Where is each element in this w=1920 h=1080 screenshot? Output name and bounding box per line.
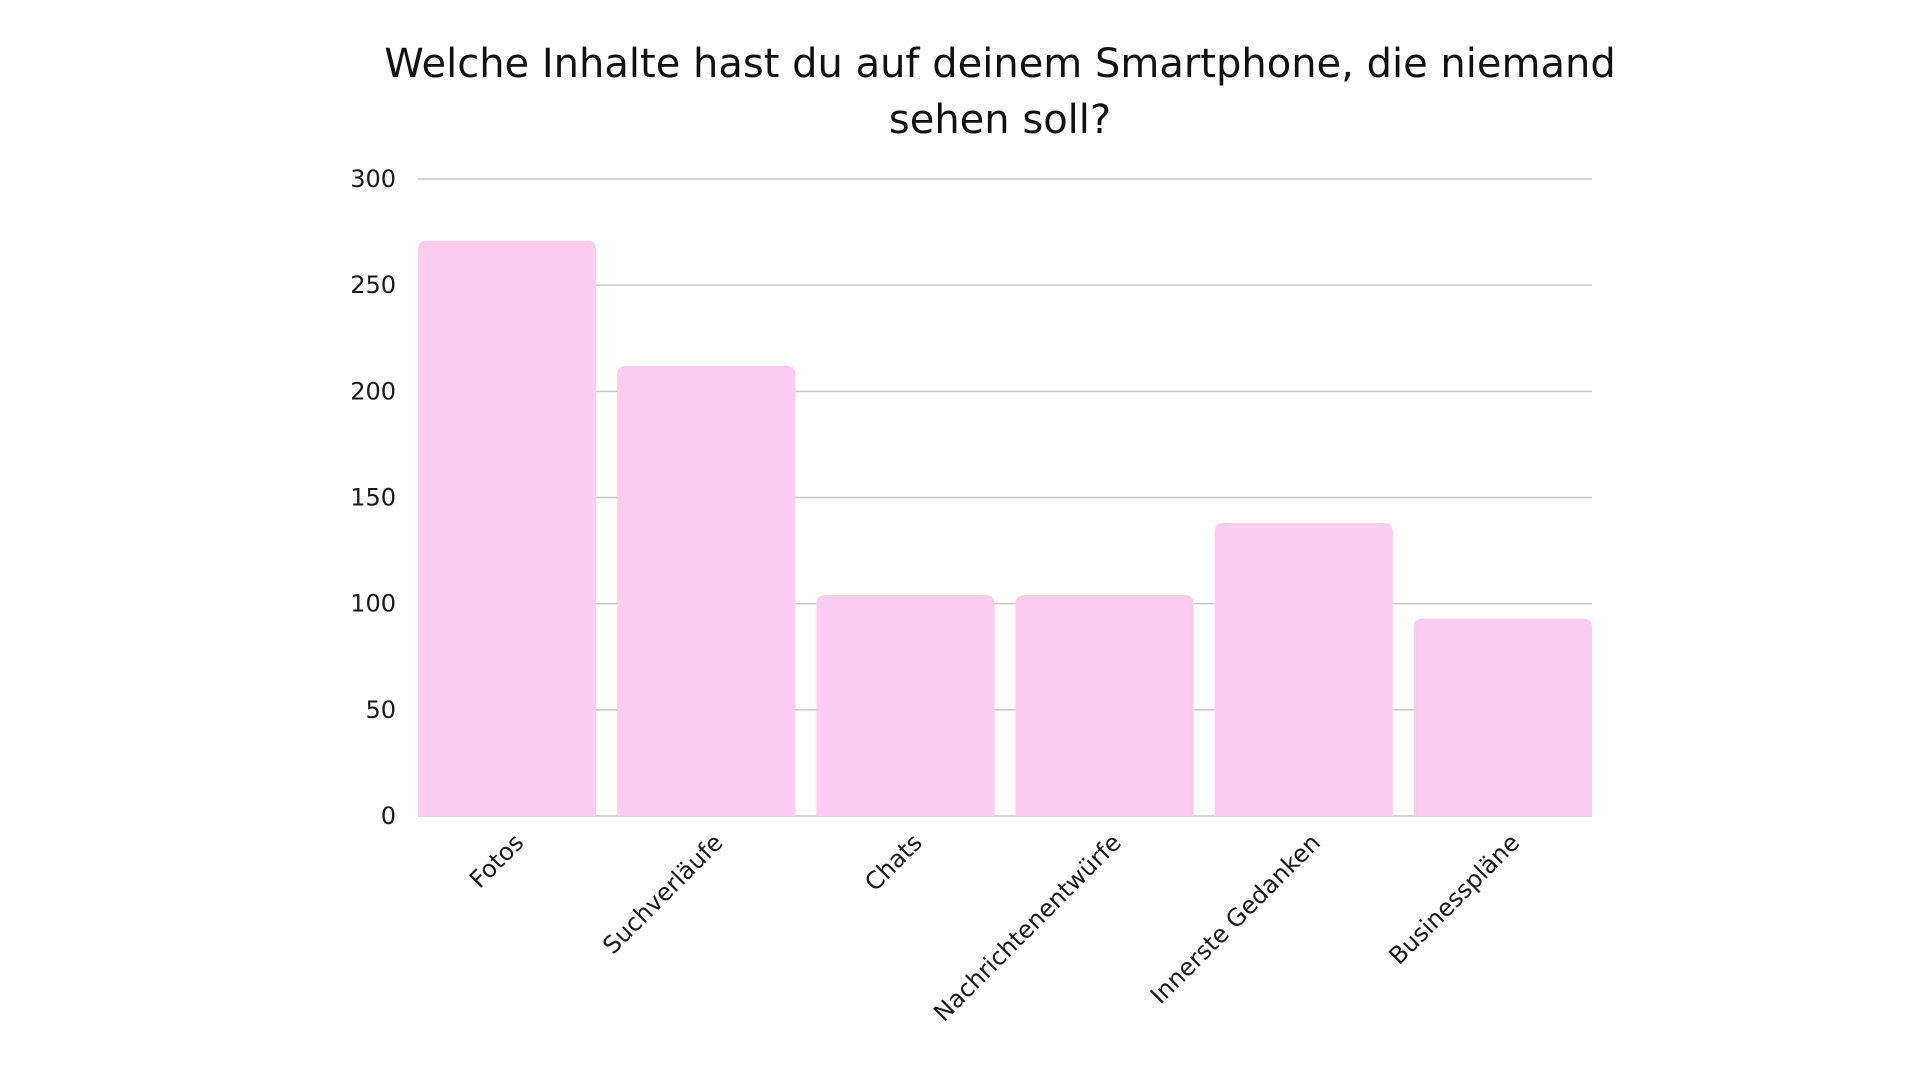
x-tick-label: Fotos	[464, 828, 529, 893]
y-tick-label: 300	[350, 165, 396, 193]
x-tick-label: Businesspläne	[1383, 828, 1525, 970]
y-tick-label: 250	[350, 271, 396, 299]
bar	[1015, 595, 1194, 816]
chart-title: Welche Inhalte hast du auf deinem Smartp…	[384, 41, 1616, 143]
y-tick-label: 0	[381, 802, 396, 830]
bar	[1413, 618, 1592, 816]
x-tick-label: Suchverläufe	[597, 828, 728, 959]
x-tick-label: Nachrichtenentwürfe	[928, 828, 1126, 1026]
y-tick-label: 150	[350, 484, 396, 512]
gridlines	[418, 178, 1592, 817]
bar	[617, 365, 796, 816]
bar	[1214, 522, 1393, 816]
x-tick-label: Innerste Gedanken	[1145, 828, 1326, 1009]
bar	[816, 595, 995, 816]
bar	[418, 240, 597, 816]
y-tick-label: 200	[350, 377, 396, 405]
y-axis-ticks: 0 50 100 150 200 250 300	[350, 165, 396, 830]
x-axis-labels: Fotos Suchverläufe Chats Nachrichtenentwürf…	[464, 828, 1525, 1026]
y-tick-label: 100	[350, 590, 396, 618]
bars	[418, 240, 1592, 816]
y-tick-label: 50	[365, 696, 396, 724]
x-tick-label: Chats	[859, 828, 927, 896]
